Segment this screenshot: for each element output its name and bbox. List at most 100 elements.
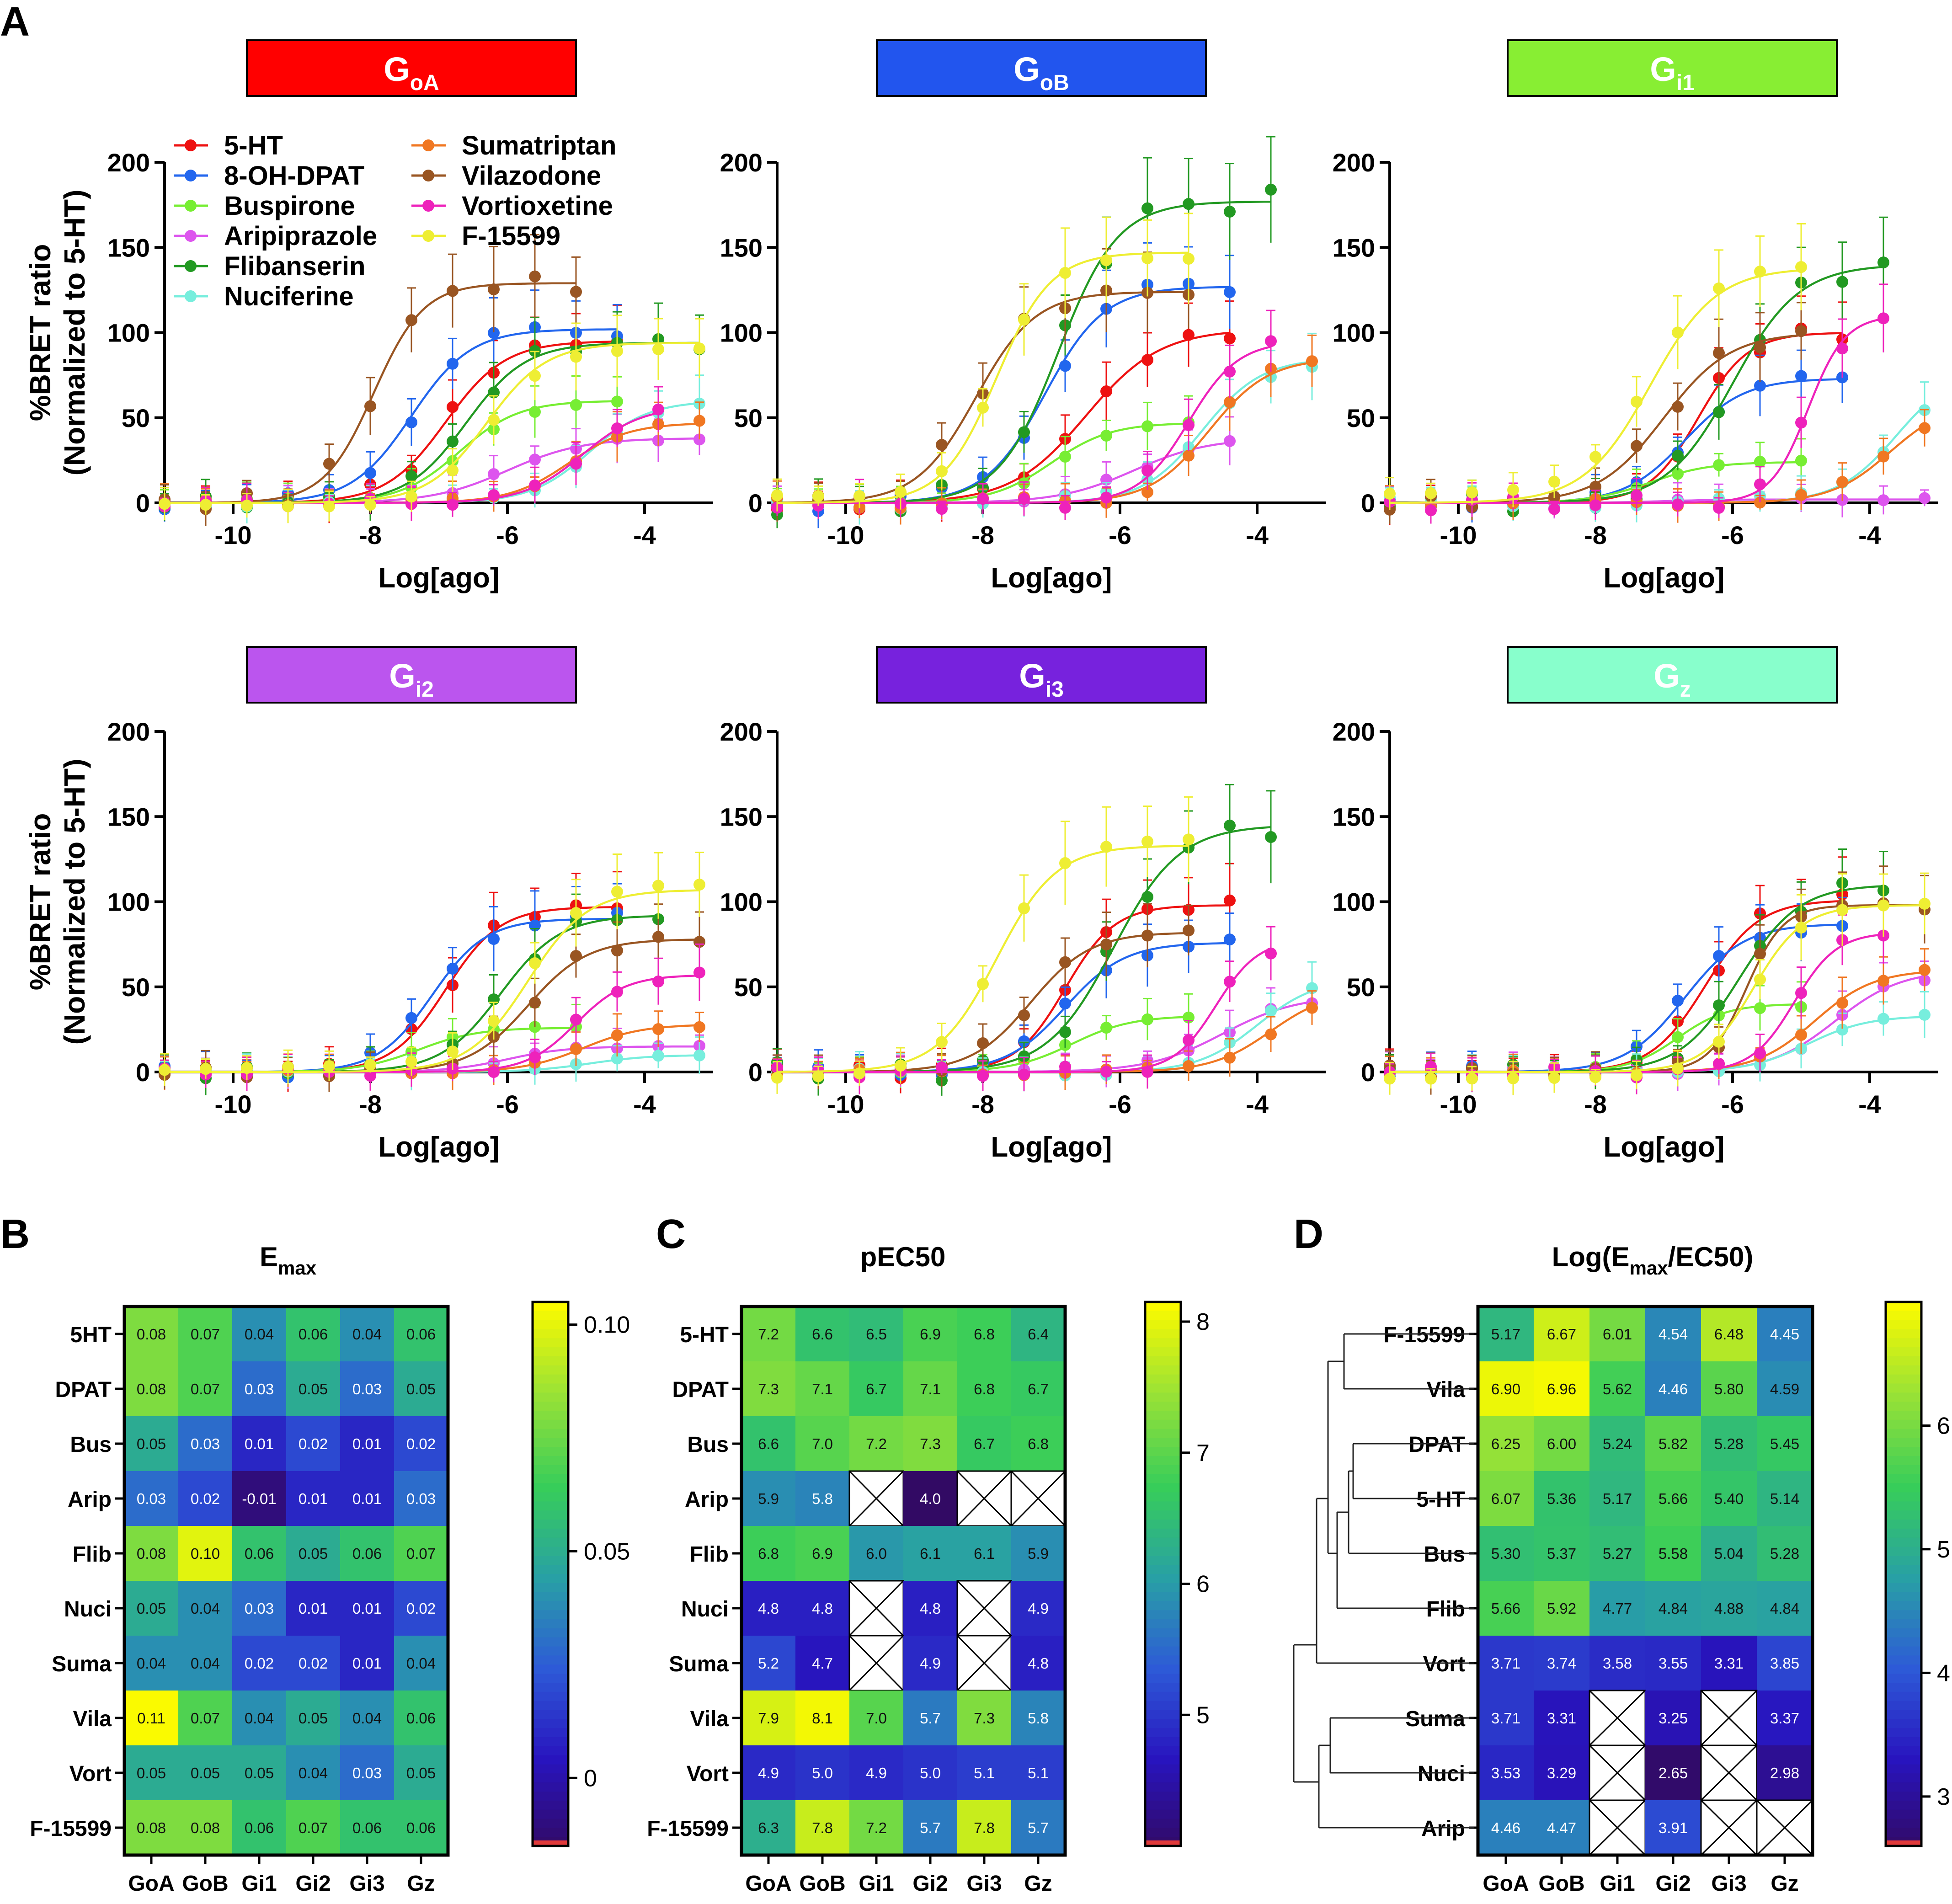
data-point — [159, 1064, 171, 1076]
title-text: Gz — [1653, 657, 1691, 702]
col-label: Gi2 — [1655, 1872, 1691, 1896]
col-label: Gi1 — [241, 1872, 277, 1896]
cell-fill — [1645, 1636, 1701, 1691]
data-point — [1507, 1072, 1519, 1084]
data-point — [1059, 1061, 1071, 1073]
legend-marker — [185, 260, 197, 272]
cell-value: 5.14 — [1770, 1490, 1799, 1507]
cell-value: 0.03 — [352, 1765, 382, 1781]
data-point — [1919, 964, 1931, 976]
data-point — [1877, 975, 1889, 987]
heatmap-cell: 5.40 — [1701, 1471, 1757, 1526]
cell-fill — [394, 1416, 448, 1471]
cell-value: 7.3 — [974, 1710, 995, 1727]
heatmap-cell: 0.03 — [232, 1361, 286, 1416]
data-point — [1754, 456, 1766, 468]
colorbar-segment — [1145, 1691, 1181, 1701]
cell-fill — [124, 1745, 178, 1800]
y-tick-label: 0 — [1361, 489, 1375, 517]
cell-fill — [1478, 1691, 1534, 1745]
missing-cross — [1700, 1744, 1758, 1801]
colorbar-segment — [1145, 1347, 1181, 1357]
colorbar-segment — [1145, 1619, 1181, 1629]
cell-fill — [178, 1581, 232, 1636]
cell-value: 0.03 — [137, 1490, 166, 1507]
cell-fill — [1011, 1416, 1065, 1471]
heatmap-cell: 3.29 — [1534, 1745, 1589, 1800]
colorbar-segment — [1886, 1356, 1921, 1366]
cell-fill — [1011, 1361, 1065, 1416]
colorbar-segment — [1886, 1583, 1921, 1593]
heatmap-cell: 7.0 — [849, 1691, 903, 1745]
heatmap-cell: 0.05 — [286, 1691, 340, 1745]
y-axis-label-line2: (Normalized to 5-HT) — [58, 759, 91, 1045]
cell-value: 0.05 — [299, 1710, 328, 1727]
data-point — [1141, 1013, 1153, 1025]
series-f-15599 — [159, 315, 705, 523]
cell-fill — [957, 1307, 1011, 1361]
data-point — [1548, 1072, 1560, 1084]
cell-fill — [1011, 1636, 1065, 1691]
colorbar-segment — [1145, 1329, 1181, 1339]
legend-label: Aripiprazole — [224, 221, 377, 251]
x-tick-label: -6 — [1721, 1090, 1744, 1119]
data-point — [1183, 1034, 1195, 1046]
heatmap-cell: 5.7 — [903, 1800, 957, 1855]
data-point — [652, 1023, 664, 1035]
data-point — [1877, 312, 1889, 325]
heatmap-cell — [848, 1470, 904, 1527]
cell-value: 5.17 — [1603, 1490, 1632, 1507]
cell-fill — [394, 1581, 448, 1636]
heatmap-cell: 6.01 — [1589, 1307, 1645, 1361]
dose-response-chart-oB: GoB 0 50 100 150 200 -10 -8 -6 -4 Log[ago] — [720, 39, 1326, 594]
cell-value: 6.5 — [866, 1326, 887, 1343]
data-point — [1224, 933, 1236, 946]
cell-fill — [1478, 1416, 1534, 1471]
g-protein-title-oB: GoB — [876, 39, 1207, 97]
cell-value: 4.54 — [1659, 1326, 1688, 1343]
legend-label: Vilazodone — [462, 161, 601, 191]
data-point — [1265, 335, 1277, 347]
cell-value: 0.06 — [352, 1819, 382, 1836]
cell-fill — [1645, 1745, 1701, 1800]
cell-fill — [286, 1526, 340, 1581]
title-box — [876, 646, 1207, 704]
cell-value: 6.96 — [1547, 1381, 1576, 1397]
series-f-15599 — [771, 213, 1195, 512]
data-point — [570, 458, 582, 470]
dose-response-chart-i2: Gi2 0 50 100 150 200 -10 -8 -6 -4 Log[ago] %BRET ra… — [24, 646, 713, 1163]
cell-fill — [741, 1307, 795, 1361]
data-point — [241, 1062, 253, 1074]
data-point — [1836, 1024, 1848, 1036]
cell-fill — [1645, 1416, 1701, 1471]
heatmap-cell: 4.46 — [1478, 1800, 1534, 1855]
cell-fill — [178, 1471, 232, 1526]
data-point — [1631, 1069, 1643, 1082]
data-point — [488, 327, 500, 339]
colorbar-segment — [1145, 1501, 1181, 1511]
heatmap-b: Emax 0.08 0.07 0.04 0.06 0.04 0.06 5HT 0.08 0.07 0… — [30, 1242, 630, 1896]
heatmap-cell: 5.37 — [1534, 1526, 1589, 1581]
cell-fill — [1645, 1361, 1701, 1416]
heatmap-cell — [1589, 1799, 1646, 1856]
panel-label-d: D — [1294, 1211, 1323, 1257]
colorbar-segment — [1886, 1383, 1921, 1393]
col-label: Gi1 — [859, 1872, 894, 1896]
cell-value: 5.8 — [1028, 1710, 1049, 1727]
cell-value: 0.05 — [299, 1381, 328, 1397]
colorbar-segment — [533, 1329, 568, 1339]
colorbar-segment — [1145, 1828, 1181, 1838]
cell-fill — [1478, 1526, 1534, 1581]
cell-value: 0.06 — [406, 1710, 436, 1727]
cell-fill — [1589, 1307, 1645, 1361]
y-axis-label-line1: %BRET ratio — [24, 244, 57, 421]
heatmap-cell: 7.9 — [741, 1691, 795, 1745]
heatmap-cell: 0.03 — [394, 1471, 448, 1526]
colorbar-segment — [533, 1347, 568, 1357]
heatmap-cell: 2.98 — [1757, 1745, 1813, 1800]
colorbar-segment — [1886, 1691, 1921, 1701]
data-point — [1877, 494, 1889, 507]
cell-fill — [286, 1581, 340, 1636]
legend-item: Aripiprazole — [174, 221, 377, 251]
heatmap-cell: 0.04 — [286, 1745, 340, 1800]
